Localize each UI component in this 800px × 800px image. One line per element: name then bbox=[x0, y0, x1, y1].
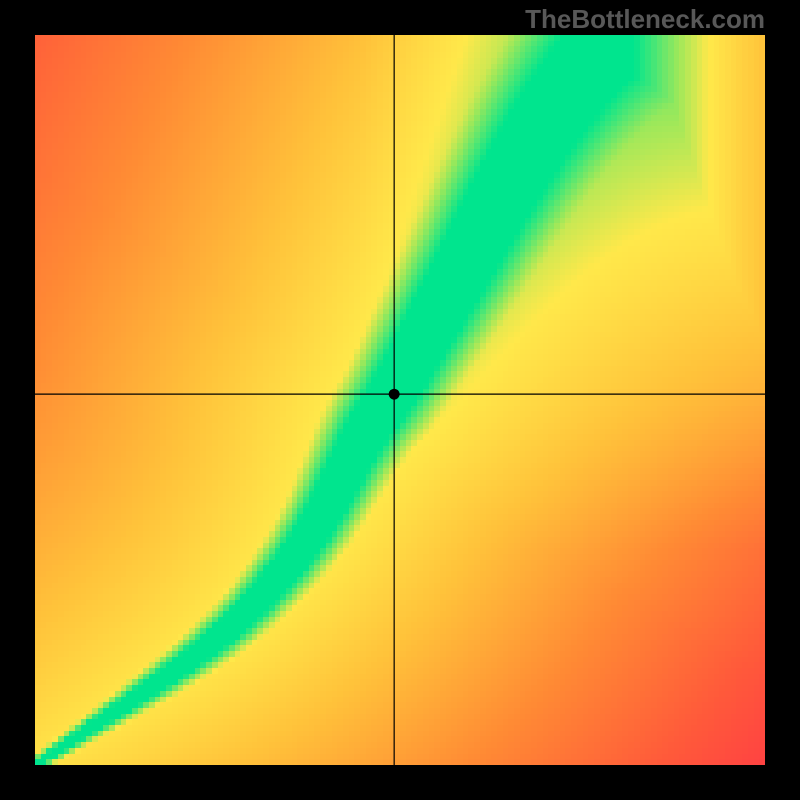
root: TheBottleneck.com bbox=[0, 0, 800, 800]
brand-watermark: TheBottleneck.com bbox=[525, 4, 765, 35]
heatmap-canvas bbox=[35, 35, 765, 765]
